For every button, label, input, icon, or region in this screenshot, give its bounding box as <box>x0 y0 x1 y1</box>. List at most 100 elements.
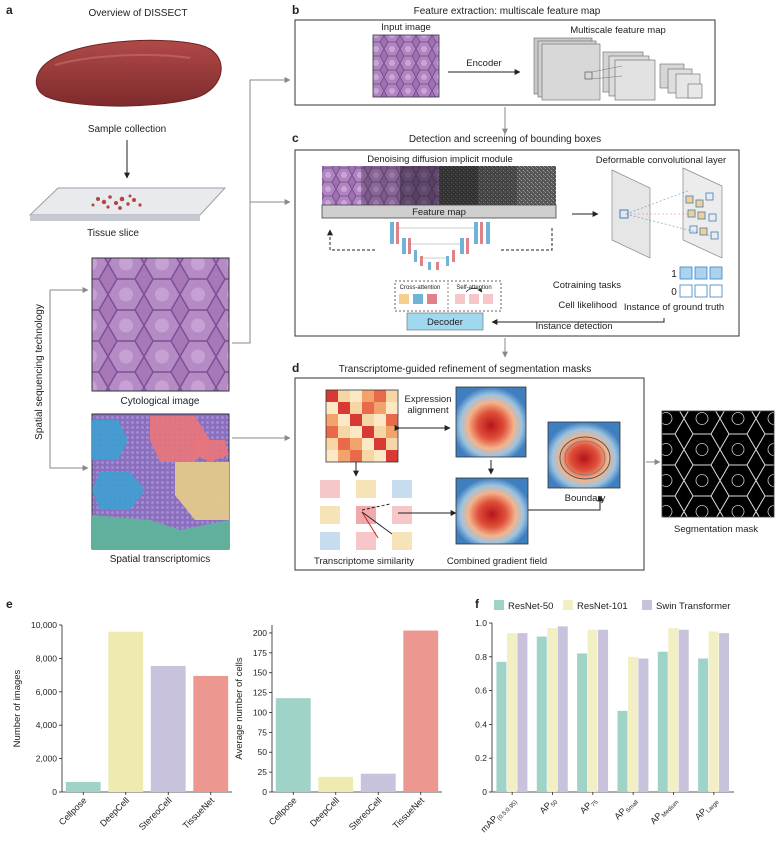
label-expression-1: Expression <box>405 394 452 405</box>
label-ddim: Denoising diffusion implicit module <box>367 154 513 165</box>
expression-cell <box>374 402 386 414</box>
arrow-dashed-right-down <box>500 228 553 251</box>
y-tick-label: 6,000 <box>36 687 58 697</box>
label-spatial-transcriptomics: Spatial transcriptomics <box>110 554 211 565</box>
expression-cell <box>374 390 386 402</box>
bar-resnet-50 <box>617 710 628 792</box>
legend-label: Swin Transformer <box>656 601 730 612</box>
panel-f-letter: f <box>475 597 480 611</box>
expression-cell <box>362 438 374 450</box>
expression-matrix <box>325 389 399 463</box>
panel-d: d Transcriptome-guided refinement of seg… <box>292 361 775 571</box>
expression-cell <box>326 402 338 414</box>
y-axis-label: Average number of cells <box>234 657 245 760</box>
y-tick-label: 50 <box>258 747 268 757</box>
expression-cell <box>374 414 386 426</box>
label-encoder: Encoder <box>466 58 501 69</box>
x-tick-label: mAP(0.5:0.95) <box>479 795 519 835</box>
label-multiscale-map: Multiscale feature map <box>570 25 666 36</box>
label-deformable: Deformable convolutional layer <box>596 155 726 166</box>
chart-average-cells: 0 25 50 75 100 125 150 175 200 Average number of … <box>234 625 442 832</box>
bar-swin-transformer <box>557 626 568 792</box>
panel-d-title: Transcriptome-guided refinement of segme… <box>339 364 592 375</box>
expression-cell <box>326 414 338 426</box>
bar-resnet-50 <box>577 653 588 792</box>
similarity-cell <box>356 480 376 498</box>
label-combined-gradient: Combined gradient field <box>447 556 547 567</box>
bar-stereocell <box>360 773 396 792</box>
y-tick-label: 0.4 <box>475 719 487 729</box>
decoder-box <box>406 312 484 331</box>
spatial-transcriptomics-image <box>91 413 230 550</box>
legend-swatch <box>563 600 573 610</box>
bar-stereocell <box>150 665 186 792</box>
bar-cellpose <box>65 781 101 792</box>
bar-swin-transformer <box>638 658 649 792</box>
expression-cell <box>386 390 398 402</box>
label-instance-gt: Instance of ground truth <box>624 302 724 313</box>
similarity-cell <box>320 480 340 498</box>
panel-a-letter: a <box>6 3 13 17</box>
expression-cell <box>338 450 350 462</box>
bar-deepcell <box>108 631 144 792</box>
bar-deepcell <box>318 776 354 792</box>
diffusion-noise-strip <box>322 166 556 206</box>
x-tick-label: APLarge <box>693 795 721 823</box>
y-tick-label: 25 <box>258 767 268 777</box>
panel-c-letter: c <box>292 131 299 145</box>
gt-one: 1 <box>671 269 677 280</box>
expression-cell <box>338 438 350 450</box>
bar-swin-transformer <box>678 629 689 792</box>
x-tick-label: APSmall <box>612 795 640 823</box>
expression-cell <box>362 402 374 414</box>
expression-cell <box>374 450 386 462</box>
chart-number-of-images: 0 2,000 4,000 6,000 8,000 10,000 Number of ima… <box>12 620 232 832</box>
label-cell-likelihood: Cell likelihood <box>558 300 617 311</box>
expression-cell <box>350 450 362 462</box>
y-tick-label: 0.6 <box>475 686 487 696</box>
similarity-cell <box>392 506 412 524</box>
legend-swatch <box>494 600 504 610</box>
expression-cell <box>386 450 398 462</box>
x-tick-label: AP50 <box>538 795 560 817</box>
y-tick-label: 4,000 <box>36 720 58 730</box>
expression-cell <box>374 426 386 438</box>
expression-cell <box>386 438 398 450</box>
heatmap-boundary <box>547 421 621 489</box>
y-tick-label: 0.8 <box>475 652 487 662</box>
bar-resnet-101 <box>668 628 679 792</box>
bar-cellpose <box>275 698 311 792</box>
bar-resnet-50 <box>496 661 507 792</box>
bar-swin-transformer <box>598 629 609 792</box>
label-segmentation-mask: Segmentation mask <box>674 524 758 535</box>
transcriptome-similarity-grid <box>320 480 412 550</box>
y-tick-label: 175 <box>253 648 267 658</box>
label-transcriptome-similarity: Transcriptome similarity <box>314 556 414 567</box>
y-tick-label: 0 <box>482 787 487 797</box>
label-cytological-image: Cytological image <box>121 396 200 407</box>
expression-cell <box>350 438 362 450</box>
similarity-cell <box>320 506 340 524</box>
label-cross-attention: Cross-attention <box>400 285 441 291</box>
bar-resnet-101 <box>547 628 558 792</box>
label-boundary: Boundary <box>565 493 606 504</box>
expression-cell <box>386 402 398 414</box>
label-instance-detection: Instance detection <box>535 321 612 332</box>
y-tick-label: 1.0 <box>475 618 487 628</box>
expression-cell <box>338 414 350 426</box>
y-tick-label: 200 <box>253 628 267 638</box>
label-decoder: Decoder <box>427 317 463 328</box>
legend-label: ResNet-50 <box>508 601 553 612</box>
expression-cell <box>362 390 374 402</box>
y-tick-label: 0 <box>52 787 57 797</box>
arrow-instance-detection <box>491 318 665 325</box>
attention-box <box>394 280 502 312</box>
bar-resnet-101 <box>708 631 719 792</box>
expression-cell <box>350 402 362 414</box>
arrow-to-panel-b <box>232 77 291 344</box>
bar-resnet-101 <box>627 656 638 792</box>
expression-cell <box>326 390 338 402</box>
panel-a: a Overview of DISSECT Sample collection … <box>6 3 291 565</box>
expression-cell <box>350 426 362 438</box>
cytological-image <box>91 257 230 392</box>
